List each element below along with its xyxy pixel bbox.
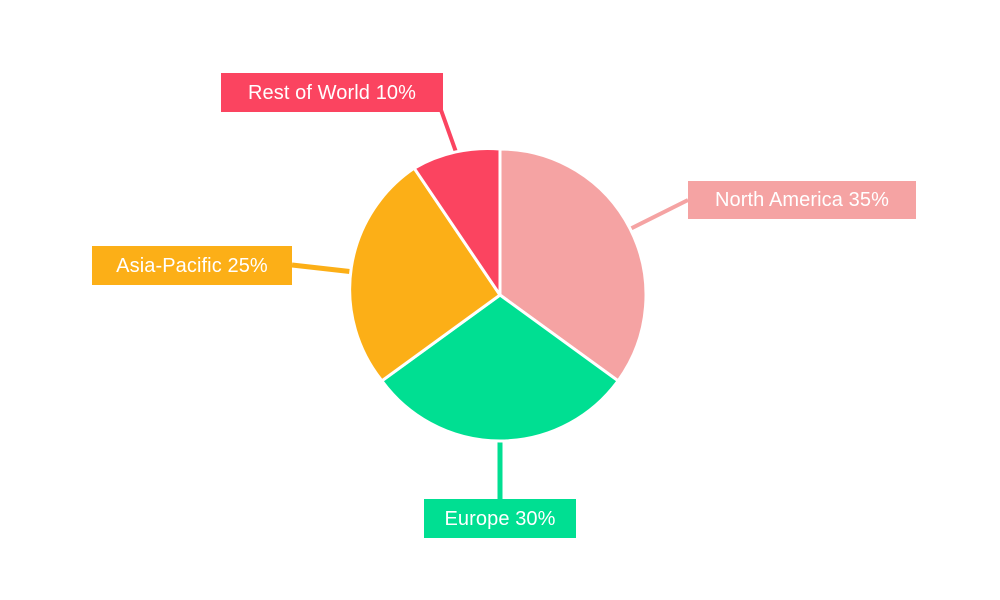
pie-label-north-america[interactable]: North America 35% <box>688 181 916 219</box>
pie-slice-europe[interactable] <box>380 293 620 443</box>
pie-slice-asia-pacific[interactable] <box>348 166 502 383</box>
leader-line-north-america <box>627 198 689 232</box>
pie-label-asia-pacific[interactable]: Asia-Pacific 25% <box>92 246 292 285</box>
pie-wedges <box>348 146 648 443</box>
pie-label-europe[interactable]: Europe 30% <box>424 499 576 538</box>
pie-slice-north-america[interactable] <box>498 147 648 383</box>
pie-label-rest-of-world[interactable]: Rest of World 10% <box>221 73 443 112</box>
pie-slice-rest-of-world[interactable] <box>412 146 502 297</box>
